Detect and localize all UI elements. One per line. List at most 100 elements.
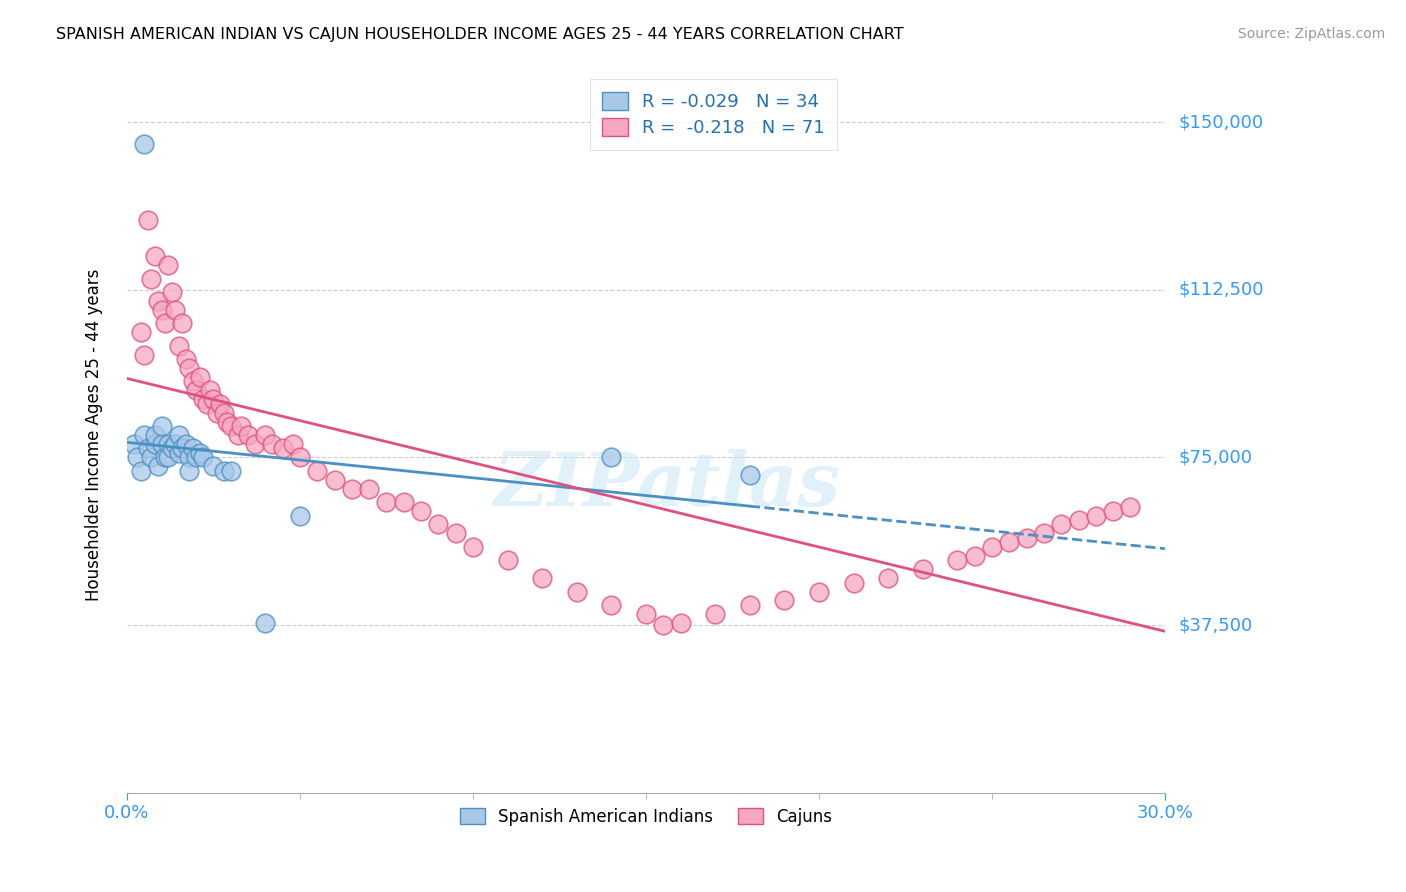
- Point: [202, 459, 225, 474]
- Point: [212, 464, 235, 478]
- Point: [136, 442, 159, 456]
- Text: SPANISH AMERICAN INDIAN VS CAJUN HOUSEHOLDER INCOME AGES 25 - 44 YEARS CORRELATI: SPANISH AMERICAN INDIAN VS CAJUN HOUSEHO…: [56, 27, 904, 42]
- Point: [217, 415, 239, 429]
- Point: [808, 584, 831, 599]
- Point: [219, 464, 242, 478]
- Point: [254, 428, 277, 442]
- Point: [150, 302, 173, 317]
- Point: [184, 384, 207, 398]
- Point: [143, 249, 166, 263]
- Point: [153, 450, 176, 465]
- Point: [127, 450, 149, 465]
- Point: [1067, 513, 1090, 527]
- Point: [1015, 531, 1038, 545]
- Point: [167, 428, 190, 442]
- Point: [359, 482, 381, 496]
- Point: [188, 370, 211, 384]
- Point: [262, 437, 284, 451]
- Point: [150, 437, 173, 451]
- Point: [281, 437, 304, 451]
- Point: [143, 428, 166, 442]
- Point: [998, 535, 1021, 549]
- Point: [160, 442, 183, 456]
- Text: $75,000: $75,000: [1180, 449, 1253, 467]
- Point: [1032, 526, 1054, 541]
- Point: [184, 450, 207, 465]
- Point: [226, 428, 249, 442]
- Point: [160, 285, 183, 299]
- Point: [179, 450, 201, 465]
- Point: [669, 615, 692, 630]
- Point: [307, 464, 329, 478]
- Point: [139, 450, 162, 465]
- Point: [139, 271, 162, 285]
- Point: [236, 428, 259, 442]
- Point: [202, 392, 225, 407]
- Point: [600, 450, 623, 465]
- Text: $150,000: $150,000: [1180, 113, 1264, 131]
- Point: [212, 406, 235, 420]
- Text: Source: ZipAtlas.com: Source: ZipAtlas.com: [1237, 27, 1385, 41]
- Point: [963, 549, 986, 563]
- Point: [181, 375, 204, 389]
- Point: [150, 419, 173, 434]
- Point: [172, 442, 194, 456]
- Point: [1119, 500, 1142, 514]
- Point: [340, 482, 363, 496]
- Point: [153, 316, 176, 330]
- Point: [167, 446, 190, 460]
- Text: $112,500: $112,500: [1180, 281, 1264, 299]
- Point: [254, 615, 277, 630]
- Point: [143, 437, 166, 451]
- Point: [773, 593, 796, 607]
- Point: [842, 575, 865, 590]
- Point: [704, 607, 727, 621]
- Point: [165, 302, 187, 317]
- Point: [1102, 504, 1125, 518]
- Point: [243, 437, 266, 451]
- Y-axis label: Householder Income Ages 25 - 44 years: Householder Income Ages 25 - 44 years: [86, 268, 103, 601]
- Point: [946, 553, 969, 567]
- Point: [209, 397, 232, 411]
- Point: [634, 607, 657, 621]
- Point: [134, 428, 156, 442]
- Point: [375, 495, 398, 509]
- Point: [219, 419, 242, 434]
- Point: [172, 316, 194, 330]
- Point: [392, 495, 415, 509]
- Point: [174, 352, 197, 367]
- Point: [444, 526, 467, 541]
- Point: [205, 406, 228, 420]
- Point: [179, 464, 201, 478]
- Point: [323, 473, 346, 487]
- Point: [565, 584, 588, 599]
- Point: [195, 397, 218, 411]
- Point: [198, 384, 221, 398]
- Point: [134, 137, 156, 152]
- Point: [981, 540, 1004, 554]
- Point: [157, 437, 180, 451]
- Text: ZIPatlas: ZIPatlas: [494, 449, 841, 521]
- Point: [911, 562, 934, 576]
- Point: [174, 437, 197, 451]
- Point: [461, 540, 484, 554]
- Point: [496, 553, 519, 567]
- Point: [129, 464, 152, 478]
- Point: [1084, 508, 1107, 523]
- Point: [229, 419, 252, 434]
- Point: [738, 468, 761, 483]
- Point: [191, 450, 214, 465]
- Point: [191, 392, 214, 407]
- Point: [167, 338, 190, 352]
- Point: [188, 446, 211, 460]
- Point: [134, 348, 156, 362]
- Point: [157, 450, 180, 465]
- Legend: Spanish American Indians, Cajuns: Spanish American Indians, Cajuns: [451, 800, 841, 834]
- Text: $37,500: $37,500: [1180, 616, 1253, 634]
- Point: [157, 258, 180, 272]
- Point: [129, 325, 152, 339]
- Point: [146, 293, 169, 308]
- Point: [271, 442, 294, 456]
- Point: [1050, 517, 1073, 532]
- Point: [146, 459, 169, 474]
